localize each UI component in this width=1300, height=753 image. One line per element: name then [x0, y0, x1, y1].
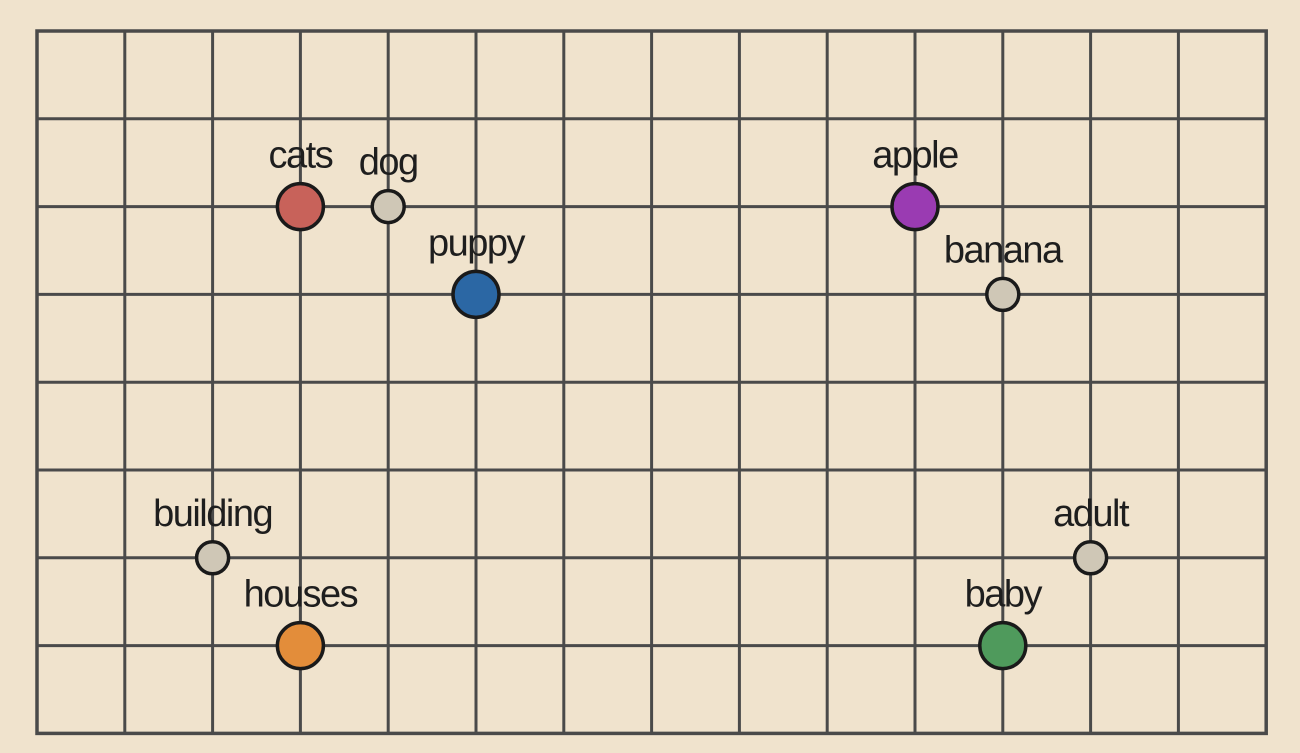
point-dog — [370, 188, 406, 225]
grid-lines — [37, 31, 1267, 734]
point-cats — [275, 181, 326, 232]
label-puppy: puppy — [428, 222, 526, 264]
label-houses: houses — [244, 574, 358, 616]
point-houses — [275, 620, 326, 671]
point-puppy — [451, 269, 501, 320]
label-apple: apple — [872, 135, 958, 177]
label-dog: dog — [359, 142, 418, 184]
label-cats: cats — [269, 135, 333, 177]
point-apple — [890, 181, 940, 232]
grid-border — [35, 29, 1268, 736]
label-building: building — [153, 493, 272, 535]
label-adult: adult — [1053, 493, 1130, 535]
point-banana — [985, 276, 1021, 313]
point-building — [194, 540, 231, 576]
label-banana: banana — [944, 229, 1064, 271]
point-adult — [1072, 540, 1109, 576]
point-baby — [978, 620, 1028, 671]
grid-frame — [35, 29, 1268, 736]
label-baby: baby — [965, 574, 1043, 616]
